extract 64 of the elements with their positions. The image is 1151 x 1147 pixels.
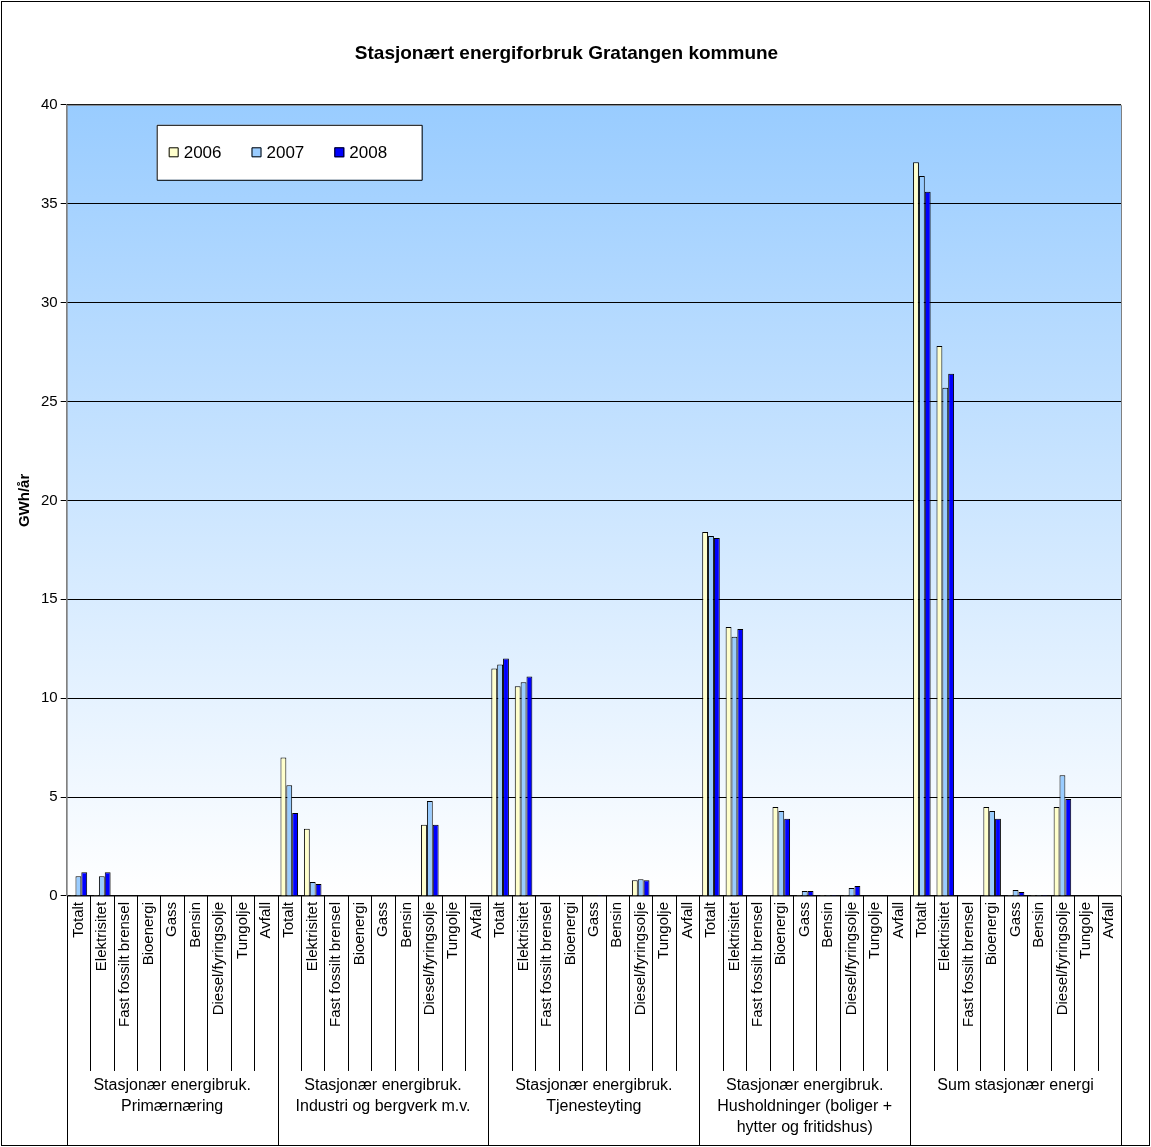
x-tick-label: Fast fossilt brensel — [747, 901, 765, 1027]
x-tick-label: Gass — [794, 901, 812, 937]
y-axis-title: GWh/år — [15, 473, 33, 528]
x-tick-label: Bensin — [396, 901, 414, 948]
x-tick-label: Bensin — [607, 901, 625, 948]
y-tick-label: 15 — [41, 589, 58, 607]
x-tick-label: Fast fossilt brensel — [958, 901, 976, 1027]
legend-label: 2006 — [183, 142, 222, 162]
x-tick-label: Totalt — [701, 901, 719, 938]
x-tick-label: Avfall — [888, 901, 906, 939]
x-tick-label: Avfall — [1099, 901, 1117, 939]
x-tick-label: Diesel/fyringsolje — [630, 901, 648, 1016]
x-tick-label: Totalt — [911, 901, 929, 938]
x-tick-label: Elektrisitet — [513, 901, 531, 972]
y-tick-label: 40 — [41, 94, 58, 112]
x-tick-label: Elektrisitet — [302, 901, 320, 972]
text: Sum stasjonær energi — [937, 1076, 1094, 1094]
x-tick-label: Avfall — [677, 901, 695, 939]
x-tick-label: Totalt — [490, 901, 508, 938]
y-tick-label: 25 — [41, 391, 58, 409]
x-tick-label: Diesel/fyringsolje — [841, 901, 859, 1016]
y-tick-label: 10 — [41, 688, 58, 706]
x-tick-label: Fast fossilt brensel — [326, 901, 344, 1027]
x-tick-label: Diesel/fyringsolje — [1052, 901, 1070, 1016]
y-tick-label: 5 — [49, 787, 58, 805]
legend-label: 2008 — [349, 142, 388, 162]
x-tick-label: Bensin — [185, 901, 203, 948]
x-tick-label: Tungolje — [443, 901, 461, 959]
text: Stasjonær energibruk. Industri og bergverk m.v. — [295, 1076, 471, 1115]
x-tick-label: Tungolje — [232, 901, 250, 959]
x-tick-label: Tungolje — [865, 901, 883, 959]
x-tick-label: Gass — [583, 901, 601, 937]
x-tick-label: Bensin — [1029, 901, 1047, 948]
x-tick-label: Elektrisitet — [724, 901, 742, 972]
x-tick-label: Elektrisitet — [91, 901, 109, 972]
y-tick-label: 0 — [49, 886, 58, 904]
x-tick-label: Tungolje — [654, 901, 672, 959]
y-tick-label: 35 — [41, 193, 58, 211]
x-tick-label: Fast fossilt brensel — [537, 901, 555, 1027]
x-tick-label: Diesel/fyringsolje — [419, 901, 437, 1016]
text: Stasjonær energibruk. Husholdninger (boliger + hytter og fritidshus) — [717, 1076, 893, 1136]
x-tick-label: Bioenergi — [771, 901, 789, 966]
y-tick-label: 30 — [41, 292, 58, 310]
x-tick-label: Bioenergi — [560, 901, 578, 966]
legend-label: 2007 — [266, 142, 305, 162]
text: Stasjonær energibruk. Primærnæring — [93, 1076, 251, 1115]
text: Stasjonær energibruk. Tjenesteyting — [515, 1076, 673, 1115]
x-tick-label: Gass — [373, 901, 391, 937]
x-tick-label: Gass — [1005, 901, 1023, 937]
x-tick-label: Diesel/fyringsolje — [209, 901, 227, 1016]
x-tick-label: Avfall — [466, 901, 484, 939]
x-tick-label: Totalt — [68, 901, 86, 938]
x-tick-label: Bioenergi — [138, 901, 156, 966]
chart-title: Stasjonært energiforbruk Gratangen kommune — [354, 41, 779, 63]
x-tick-label: Avfall — [255, 901, 273, 939]
x-tick-label: Gass — [162, 901, 180, 937]
x-tick-label: Tungolje — [1076, 901, 1093, 959]
x-tick-label: Totalt — [279, 901, 297, 938]
x-tick-label: Bioenergi — [349, 901, 367, 966]
x-tick-label: Bensin — [818, 901, 836, 948]
x-tick-label: Elektrisitet — [935, 901, 953, 972]
x-tick-label: Fast fossilt brensel — [115, 901, 133, 1027]
x-tick-label: Bioenergi — [982, 901, 1000, 966]
y-tick-label: 20 — [41, 490, 58, 508]
